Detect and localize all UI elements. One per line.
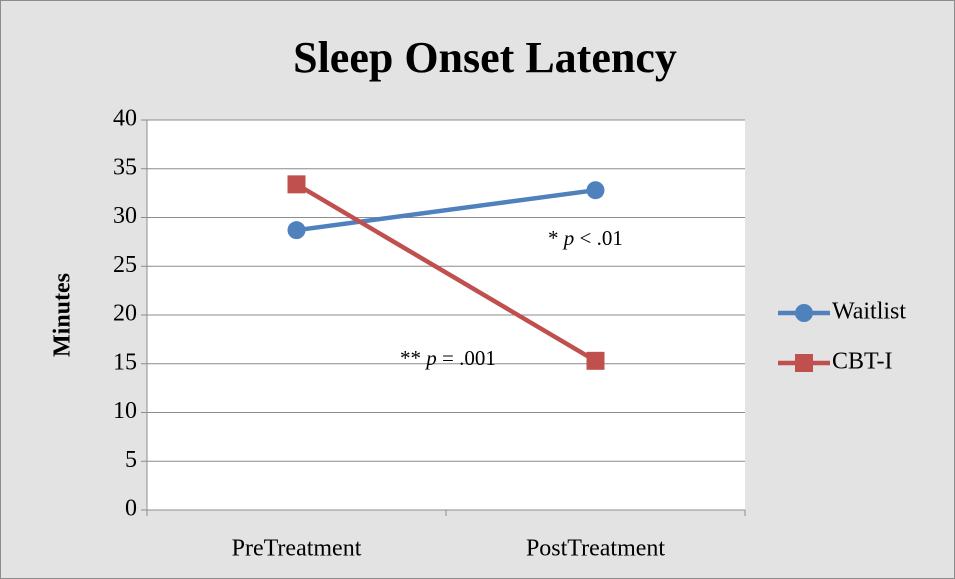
y-tick-label: 0 [125, 496, 137, 522]
y-tick-label: 15 [113, 349, 137, 375]
y-axis-label: Minutes [50, 273, 76, 357]
annotation-part: p [424, 346, 437, 370]
series-line [295, 182, 597, 363]
y-tick-label: 5 [125, 447, 137, 473]
y-tick-label: 20 [113, 301, 137, 327]
annotation-part: = .001 [437, 346, 496, 370]
annotation: ** p = .001 [400, 346, 496, 370]
annotation: * p < .01 [548, 226, 623, 250]
series-line [296, 187, 596, 233]
y-tick-label: 30 [113, 203, 137, 229]
legend-label: Waitlist [832, 299, 906, 325]
legend-label: CBT-I [832, 349, 892, 375]
data-point [287, 221, 306, 240]
annotation-part: p [562, 226, 575, 250]
data-point [586, 351, 605, 370]
legend-marker [795, 354, 813, 372]
y-tick-label: 25 [113, 252, 137, 278]
legend-marker [795, 304, 813, 322]
y-tick-label: 35 [113, 154, 137, 180]
chart-title: Sleep Onset Latency [293, 33, 677, 82]
y-tick-label: 40 [113, 106, 137, 132]
y-tick-label: 10 [113, 398, 137, 424]
x-tick-label: PreTreatment [232, 536, 362, 562]
annotation-part: < .01 [574, 226, 623, 250]
data-point [287, 175, 306, 194]
annotation-part: ** [400, 346, 426, 370]
annotation-part: * [548, 226, 564, 250]
x-tick-label: PostTreatment [526, 536, 665, 562]
data-point [586, 181, 605, 200]
